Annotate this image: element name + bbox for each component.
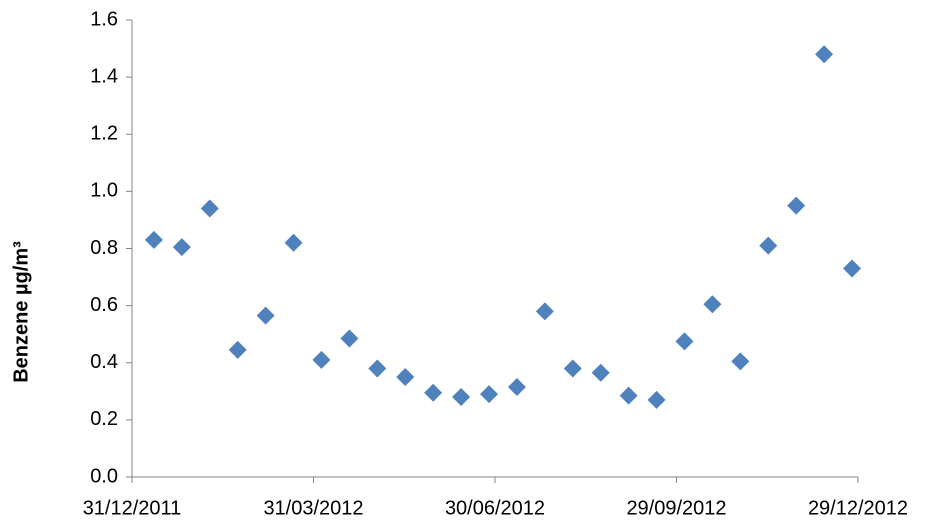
point (452, 388, 471, 407)
y-tick-label: 1.2 (90, 123, 118, 145)
x-tick-label: 29/12/2012 (808, 497, 908, 519)
point (144, 230, 163, 249)
y-axis-label: Benzene µg/m³ (10, 241, 32, 383)
y-tick-label: 1.6 (90, 8, 118, 30)
point (312, 350, 331, 369)
point (535, 302, 554, 321)
point (815, 45, 834, 64)
y-tick-label: 0.2 (90, 408, 118, 430)
point (340, 329, 359, 348)
point (507, 378, 526, 397)
point (256, 306, 275, 325)
y-tick-label: 0.8 (90, 237, 118, 259)
point (563, 359, 582, 378)
point (172, 238, 191, 257)
point (368, 359, 387, 378)
y-tick-label: 0.0 (90, 465, 118, 487)
x-tick-label: 29/09/2012 (626, 497, 726, 519)
point (703, 295, 722, 314)
point (396, 368, 415, 387)
point (759, 236, 778, 255)
point (647, 390, 666, 409)
point (619, 386, 638, 405)
point (787, 196, 806, 215)
y-tick-label: 0.6 (90, 294, 118, 316)
point (284, 233, 303, 252)
y-tick-label: 0.4 (90, 351, 118, 373)
y-tick-label: 1.0 (90, 180, 118, 202)
point (480, 385, 499, 404)
point (843, 259, 862, 278)
x-tick-label: 31/03/2012 (263, 497, 363, 519)
x-tick-label: 31/12/2011 (83, 497, 182, 519)
x-tick-label: 30/06/2012 (445, 497, 545, 519)
point (424, 383, 443, 402)
point (200, 199, 219, 218)
point (591, 363, 610, 382)
point (731, 352, 750, 371)
y-tick-label: 1.4 (90, 65, 118, 87)
point (228, 340, 247, 359)
point (675, 332, 694, 351)
